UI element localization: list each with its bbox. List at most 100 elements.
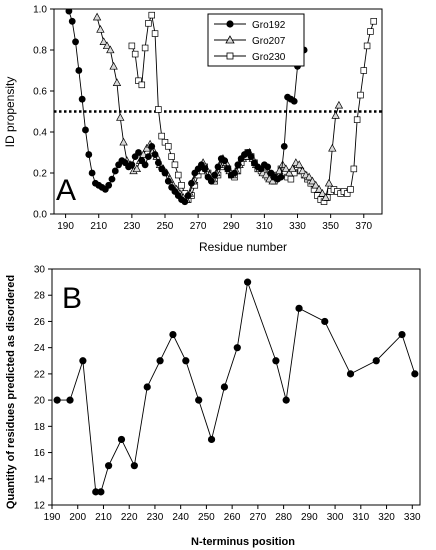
data-point-gro230 xyxy=(360,67,368,74)
panel-a-y-tick-label: 0.6 xyxy=(33,87,47,98)
panel-a-y-tick-label: 0.0 xyxy=(33,210,47,221)
panel-b-data-point xyxy=(182,357,190,365)
panel-a-x-tick-label: 370 xyxy=(355,221,372,232)
panel-b-x-tick-label: 300 xyxy=(327,512,344,523)
panel-b-x-tick-label: 330 xyxy=(404,512,421,523)
panel-b-data-point xyxy=(207,435,216,444)
legend-label-gro207: Gro207 xyxy=(252,36,286,47)
panel-a-y-tick-label: 0.8 xyxy=(33,46,47,57)
data-point-gro207 xyxy=(334,100,344,109)
legend-label-gro230: Gro230 xyxy=(252,52,286,63)
panel-b-x-tick-label: 310 xyxy=(352,512,369,523)
data-point-gro230 xyxy=(357,91,364,99)
data-point-gro230 xyxy=(128,42,136,50)
data-point-gro230 xyxy=(145,20,152,27)
data-point-gro230 xyxy=(138,81,146,89)
data-point-gro230 xyxy=(141,44,149,52)
panel-b-x-tick-label: 210 xyxy=(95,512,112,523)
data-point-gro192 xyxy=(108,175,116,183)
data-point-gro192 xyxy=(290,97,298,105)
panel-a-y-tick-label: 1.0 xyxy=(33,5,47,16)
data-point-gro207 xyxy=(308,176,317,185)
data-point-gro230 xyxy=(151,30,159,37)
panel-b-data-point xyxy=(156,357,164,365)
data-point-gro192 xyxy=(135,149,142,156)
data-point-gro192 xyxy=(231,169,238,177)
panel-b-y-tick-label: 26 xyxy=(34,317,46,328)
panel-b-y-tick-label: 14 xyxy=(34,474,46,485)
data-point-gro192 xyxy=(277,173,285,181)
data-point-gro192 xyxy=(141,161,149,169)
panel-a-x-tick-label: 350 xyxy=(322,221,339,232)
data-point-gro207 xyxy=(304,172,314,181)
panel-b-data-point xyxy=(282,396,290,404)
data-point-gro192 xyxy=(148,142,156,150)
panel-b-data-point xyxy=(79,357,87,365)
panel-b-data-point xyxy=(143,383,151,391)
panel-b-y-tick-label: 18 xyxy=(34,422,46,433)
panel-a-x-tick-label: 310 xyxy=(256,221,273,232)
data-point-gro192 xyxy=(88,169,96,177)
data-point-gro207 xyxy=(119,137,128,146)
panel-b-x-tick-label: 250 xyxy=(198,512,215,523)
data-point-gro230 xyxy=(171,161,179,169)
panel-a-x-tick-label: 250 xyxy=(157,221,174,232)
panel-b-data-point xyxy=(295,304,303,312)
data-point-gro207 xyxy=(109,61,118,70)
data-point-gro207 xyxy=(314,184,324,193)
panel-a-x-tick-label: 230 xyxy=(124,221,141,232)
legend-marker-gro207 xyxy=(225,35,235,44)
panel-b-y-tick-label: 30 xyxy=(34,265,46,276)
data-point-gro207 xyxy=(132,164,142,173)
panel-b-y-tick-label: 22 xyxy=(34,369,46,380)
data-point-gro207 xyxy=(268,176,277,185)
panel-b-x-tick-label: 270 xyxy=(250,512,267,523)
data-point-gro207 xyxy=(281,164,291,173)
data-point-gro207 xyxy=(288,164,297,173)
data-point-gro192 xyxy=(264,163,272,171)
data-point-gro192 xyxy=(85,151,93,158)
data-point-gro230 xyxy=(155,106,162,113)
data-point-gro192 xyxy=(247,153,255,161)
data-point-gro192 xyxy=(75,67,83,74)
data-point-gro207 xyxy=(106,45,115,54)
panel-b-x-tick-label: 200 xyxy=(69,512,86,523)
panel-b-xlabel: N-terminus position xyxy=(191,536,295,548)
data-point-gro192 xyxy=(214,163,222,171)
data-point-gro192 xyxy=(68,17,76,25)
data-point-gro207 xyxy=(331,111,340,119)
panel-a-x-tick-label: 210 xyxy=(90,221,107,232)
panel-b-data-point xyxy=(97,488,105,496)
data-point-gro192 xyxy=(128,161,136,169)
data-point-gro230 xyxy=(287,175,295,183)
panel-b-data-point xyxy=(130,462,138,470)
panel-a-ylabel: ID propensity xyxy=(3,77,17,148)
legend-label-gro192: Gro192 xyxy=(252,20,286,31)
data-point-gro230 xyxy=(347,186,354,193)
panel-a-letter: A xyxy=(56,174,76,207)
data-point-gro192 xyxy=(145,153,152,161)
data-point-gro230 xyxy=(168,153,175,160)
data-point-gro192 xyxy=(184,192,192,199)
data-point-gro192 xyxy=(188,179,195,187)
panel-a-xlabel: Residue number xyxy=(199,240,287,254)
panel-a-legend: Gro192 Gro207 Gro230 xyxy=(207,13,305,67)
data-point-gro230 xyxy=(165,143,172,150)
data-point-gro207 xyxy=(311,180,320,189)
panel-b-data-point xyxy=(169,330,177,339)
data-point-gro207 xyxy=(324,178,334,187)
data-point-gro207 xyxy=(328,143,337,152)
panel-b-data-point xyxy=(346,370,355,378)
data-point-gro230 xyxy=(350,165,358,173)
data-point-gro230 xyxy=(131,50,139,58)
data-point-gro192 xyxy=(211,171,219,179)
panel-b-data-point xyxy=(220,383,229,391)
panel-b-data-point xyxy=(117,435,126,444)
panel-b-data-point xyxy=(66,396,74,404)
data-point-gro207 xyxy=(116,113,125,121)
panel-b-x-tick-label: 320 xyxy=(378,512,395,523)
data-point-gro207 xyxy=(321,193,330,201)
panel-b-data-point xyxy=(233,344,241,352)
data-point-gro192 xyxy=(154,159,162,167)
